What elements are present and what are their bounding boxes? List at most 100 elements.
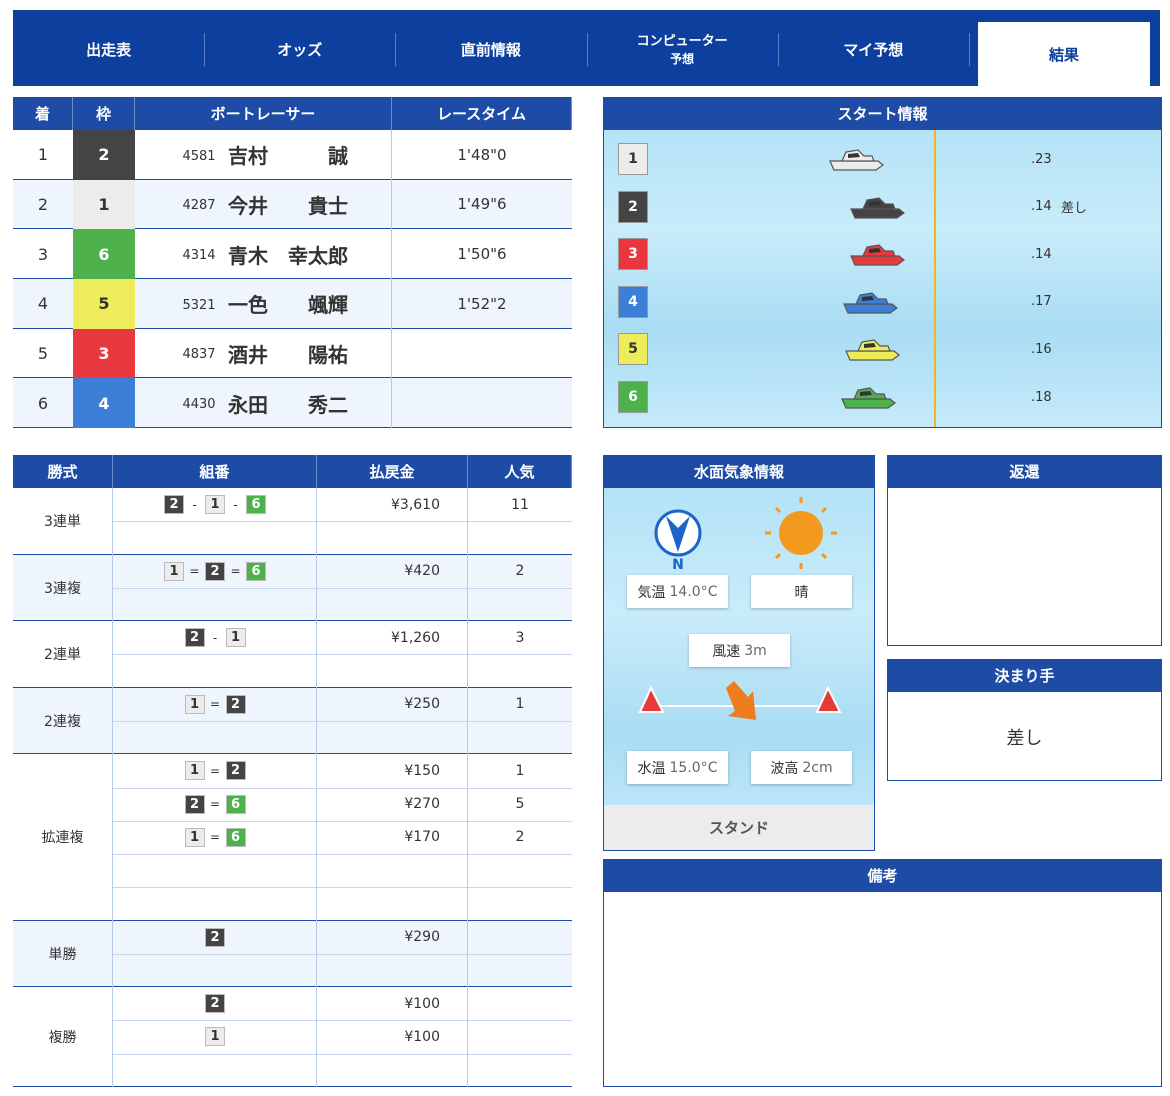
- combo-boat: 2: [205, 994, 225, 1014]
- row-border: [113, 787, 572, 789]
- payout-group: [13, 754, 572, 921]
- racer-given-name: 秀二: [308, 392, 348, 417]
- tab-separator: [968, 33, 970, 66]
- cell-border: [316, 887, 317, 921]
- combo-boat: 2: [225, 761, 246, 781]
- row-border: [113, 1020, 572, 1022]
- tab-label: コンピューター: [636, 33, 728, 49]
- racer-surname: 青木: [228, 243, 268, 268]
- weather-label: 波高: [770, 760, 799, 777]
- combo-boat: 2: [184, 794, 205, 814]
- weather-box: 気温 14.0°C: [627, 575, 728, 608]
- row-border: [113, 887, 572, 889]
- tab-label: 直前情報: [460, 40, 521, 59]
- cell-border: [467, 720, 468, 755]
- cell-border: [316, 953, 317, 988]
- tab-separator: [395, 33, 397, 66]
- weather-value: 晴: [794, 584, 809, 601]
- cell-border: [316, 587, 317, 622]
- cell-border: [467, 987, 468, 1021]
- racer-id: 4314: [182, 248, 216, 264]
- combo-separator: =: [209, 797, 221, 811]
- cell-border: [467, 654, 468, 688]
- racer-surname: 永田: [228, 392, 268, 417]
- cell-border: [316, 1020, 317, 1054]
- popularity: 11: [511, 496, 529, 513]
- weather-box: 風速 3m: [689, 634, 790, 667]
- tab[interactable]: 結果: [978, 22, 1150, 86]
- rank: 2: [37, 194, 49, 214]
- frame-number: 3: [73, 328, 135, 379]
- combo-separator: =: [189, 564, 200, 579]
- tab[interactable]: マイ予想: [778, 22, 969, 78]
- payout-amount: ¥290: [404, 929, 440, 946]
- compass-north: N: [672, 557, 684, 573]
- payout-group: [13, 687, 572, 755]
- table-header: 払戻金: [317, 455, 468, 488]
- tab[interactable]: オッズ: [204, 22, 395, 78]
- cell-border: [316, 754, 317, 788]
- combo-boat: 2: [184, 628, 205, 648]
- table-header: 勝式: [13, 455, 113, 488]
- tab-label: 出走表: [86, 40, 132, 59]
- racer-surname: 吉村: [228, 144, 268, 169]
- boat-icon: [840, 384, 896, 410]
- racer-surname: 一色: [228, 293, 268, 318]
- tab-separator: [777, 33, 779, 66]
- payout-amount: ¥270: [404, 796, 440, 813]
- row-border: [113, 654, 572, 656]
- frame-number: 5: [73, 279, 135, 329]
- rank: 6: [37, 393, 49, 413]
- bet-type: 単勝: [13, 920, 113, 988]
- combo-separator: =: [230, 564, 241, 579]
- combo-boat: 6: [225, 794, 246, 814]
- tab-label: オッズ: [277, 40, 323, 59]
- cell-border: [316, 787, 317, 821]
- rank: 4: [37, 294, 49, 314]
- race-time: 1'52"2: [457, 294, 507, 313]
- cell-border: [467, 754, 468, 788]
- racer-given-name: 誠: [328, 144, 348, 169]
- cell-border: [467, 820, 468, 855]
- cell-border: [391, 328, 392, 379]
- popularity: 1: [515, 762, 525, 779]
- payout-group: [13, 987, 572, 1087]
- cell-border: [316, 920, 317, 954]
- combo-boat: 1: [225, 628, 246, 648]
- racer-id: 4837: [182, 347, 216, 363]
- start-timing: .16: [1031, 341, 1052, 357]
- racer-surname: 今井: [228, 193, 268, 218]
- payout-amount: ¥3,610: [391, 496, 440, 513]
- frame-number: 6: [618, 381, 648, 413]
- tab-label: 予想: [670, 51, 695, 66]
- cell-border: [391, 378, 392, 428]
- rank: 5: [37, 343, 49, 363]
- start-timing: .17: [1031, 294, 1052, 310]
- bet-type: 2連単: [13, 621, 113, 688]
- panel-header: 決まり手: [887, 659, 1162, 692]
- combo-separator: =: [209, 697, 221, 712]
- popularity: 5: [515, 796, 525, 813]
- row-border: [113, 820, 572, 822]
- tab[interactable]: 出走表: [13, 22, 204, 78]
- row-border: [113, 720, 572, 722]
- combo-boat: 1: [184, 761, 205, 781]
- combo-separator: =: [209, 830, 221, 845]
- boat-icon: [828, 146, 885, 172]
- row-border: [113, 587, 572, 589]
- cell-border: [391, 279, 392, 329]
- payout-group: [13, 554, 572, 622]
- payout-amount: ¥250: [404, 696, 440, 713]
- combo-separator: =: [209, 763, 221, 778]
- tab[interactable]: コンピューター 予想: [587, 22, 778, 78]
- racer-id: 4287: [182, 198, 216, 214]
- boat: [845, 339, 901, 361]
- frame-number: 6: [73, 229, 135, 279]
- panel-header: 水面気象情報: [603, 455, 875, 488]
- frame-number: 2: [73, 130, 135, 180]
- combo-boat: 2: [164, 495, 184, 514]
- cell-border: [391, 179, 392, 230]
- tab[interactable]: 直前情報: [395, 22, 586, 78]
- race-time: 1'50"6: [457, 245, 507, 264]
- combo-boat: 1: [205, 1027, 225, 1047]
